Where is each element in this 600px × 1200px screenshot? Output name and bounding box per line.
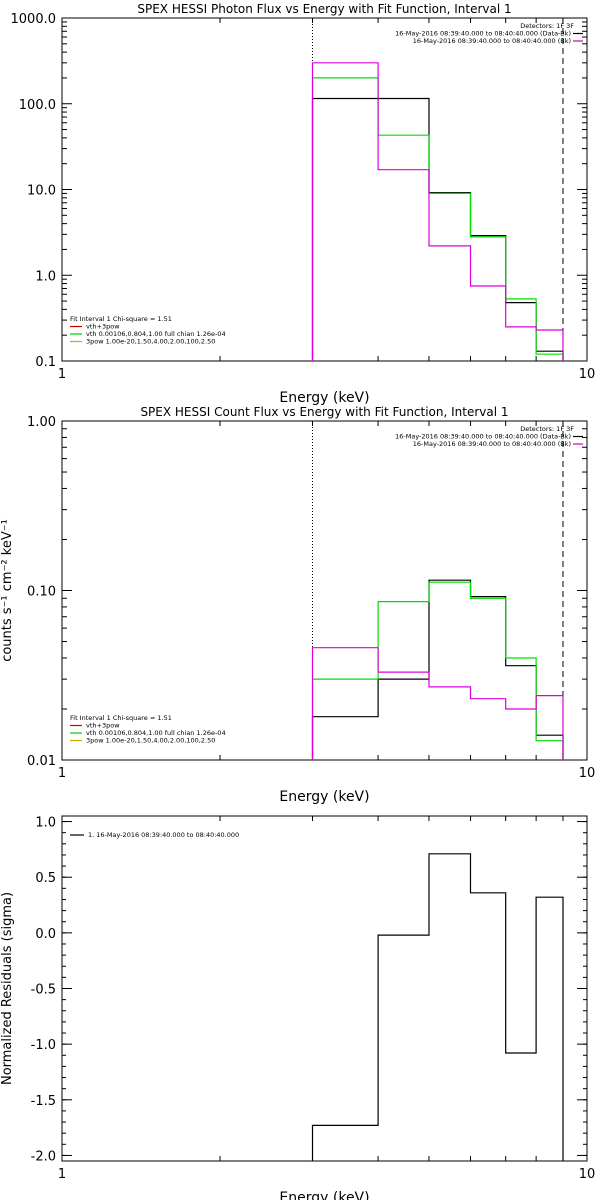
y-tick-label: 0.1: [35, 355, 56, 370]
x-axis-label: Energy (keV): [279, 789, 369, 805]
x-tick-label: 1: [58, 766, 66, 781]
y-tick-label: -0.5: [31, 983, 56, 998]
y-tick-label: 1.00: [27, 415, 56, 430]
x-axis-label: Energy (keV): [279, 390, 369, 406]
y-tick-label: 0.01: [27, 754, 56, 769]
legend-label: 16-May-2016 08:39:40.000 to 08:40:40.000…: [413, 37, 571, 45]
chart-title: SPEX HESSI Count Flux vs Energy with Fit…: [140, 405, 508, 419]
fit-legend-label: vth 0.00106,0.804,1.00 full chian 1.26e-…: [86, 330, 226, 338]
chart-title: SPEX HESSI Photon Flux vs Energy with Fi…: [137, 2, 511, 16]
y-tick-label: -2.0: [31, 1149, 56, 1164]
y-tick-label: 100.0: [19, 98, 56, 113]
y-tick-label: 1000.0: [11, 12, 57, 27]
y-tick-label: -1.5: [31, 1094, 56, 1109]
y-tick-label: 1.0: [35, 269, 56, 284]
y-tick-label: 10.0: [27, 184, 56, 199]
series-3-step-line: [311, 647, 564, 760]
fit-info-header: Fit Interval 1 Chi-square = 1.51: [70, 714, 172, 722]
x-tick-label: 1: [58, 367, 66, 382]
legend-label: 16-May-2016 08:39:40.000 to 08:40:40.000…: [413, 440, 571, 448]
x-tick-label: 10: [579, 766, 596, 781]
plot-frame: [61, 815, 588, 1162]
fit-legend-label: vth 0.00106,0.804,1.00 full chian 1.26e-…: [86, 729, 226, 737]
legend-title: Detectors: 1F 3F: [520, 425, 574, 433]
series-1-step-line: [311, 97, 564, 361]
y-tick-label: 0.10: [27, 585, 56, 600]
y-tick-label: -1.0: [31, 1038, 56, 1053]
series-3-step-line: [311, 62, 564, 361]
legend-label: 1. 16-May-2016 08:39:40.000 to 08:40:40.…: [88, 831, 239, 839]
chart-2: SPEX HESSI Count Flux vs Energy with Fit…: [0, 405, 595, 805]
series-1-step-line: [311, 579, 564, 760]
fit-info-header: Fit Interval 1 Chi-square = 1.51: [70, 315, 172, 323]
series-2-step-line: [311, 581, 564, 760]
y-tick-label: 1.0: [35, 816, 56, 831]
series-1-step-line: [311, 853, 564, 1161]
y-axis-label: Normalized Residuals (sigma): [0, 892, 15, 1085]
legend-title: Detectors: 1F 3F: [520, 22, 574, 30]
legend-label: 16-May-2016 08:39:40.000 to 08:40:40.000…: [395, 30, 571, 38]
x-tick-label: 10: [579, 367, 596, 382]
fit-legend-label: 3pow 1.00e-20,1.50,4.00,2.00,100,2.50: [86, 737, 215, 745]
x-axis-label: Energy (keV): [279, 1190, 369, 1200]
series-2-step-line: [311, 77, 564, 361]
fit-legend-label: 3pow 1.00e-20,1.50,4.00,2.00,100,2.50: [86, 338, 215, 346]
fit-legend-label: vth+3pow: [86, 722, 120, 730]
x-tick-label: 10: [579, 1167, 596, 1182]
chart-1: SPEX HESSI Photon Flux vs Energy with Fi…: [11, 2, 596, 406]
chart-3: 1 10 Energy (keV) -2.0 -1.5 -1.0 -0.5 0.0 0.5 1.0…: [0, 815, 596, 1200]
y-tick-label: 0.0: [35, 927, 56, 942]
plot-frame: [61, 17, 588, 362]
y-axis-label: counts s⁻¹ cm⁻² keV⁻¹: [0, 519, 15, 662]
y-tick-label: 0.5: [35, 871, 56, 886]
x-tick-label: 1: [58, 1167, 66, 1182]
legend-label: 16-May-2016 08:39:40.000 to 08:40:40.000…: [395, 433, 571, 441]
fit-legend-label: vth+3pow: [86, 323, 120, 331]
